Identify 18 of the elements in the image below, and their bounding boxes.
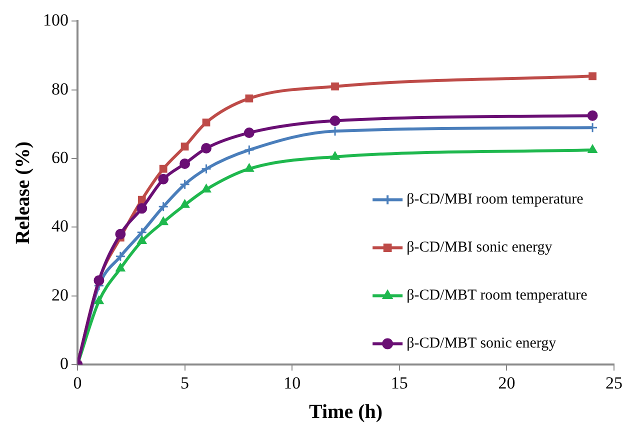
x-tick-label: 10 — [284, 373, 301, 392]
y-tick-label: 40 — [52, 216, 68, 236]
x-tick-label: 15 — [390, 373, 408, 392]
x-tick-label: 0 — [73, 373, 82, 392]
legend-label: β-CD/MBT sonic energy — [406, 336, 557, 352]
legend-label: β-CD/MBI sonic energy — [406, 240, 553, 256]
x-axis-title: Time (h) — [308, 401, 383, 424]
x-tick-label: 20 — [498, 373, 516, 392]
y-tick-label: 80 — [52, 79, 68, 98]
legend-label: β-CD/MBI room temperature — [406, 192, 584, 208]
legend-label: β-CD/MBT room temperature — [406, 288, 588, 304]
x-tick-label: 25 — [606, 373, 622, 392]
y-tick-label: 20 — [52, 285, 68, 304]
y-tick-label: 100 — [43, 10, 68, 30]
y-axis-title: Release (%) — [12, 142, 34, 244]
y-tick-label: 0 — [60, 354, 68, 374]
x-tick-label: 5 — [180, 373, 190, 392]
y-tick-label: 60 — [52, 148, 68, 168]
